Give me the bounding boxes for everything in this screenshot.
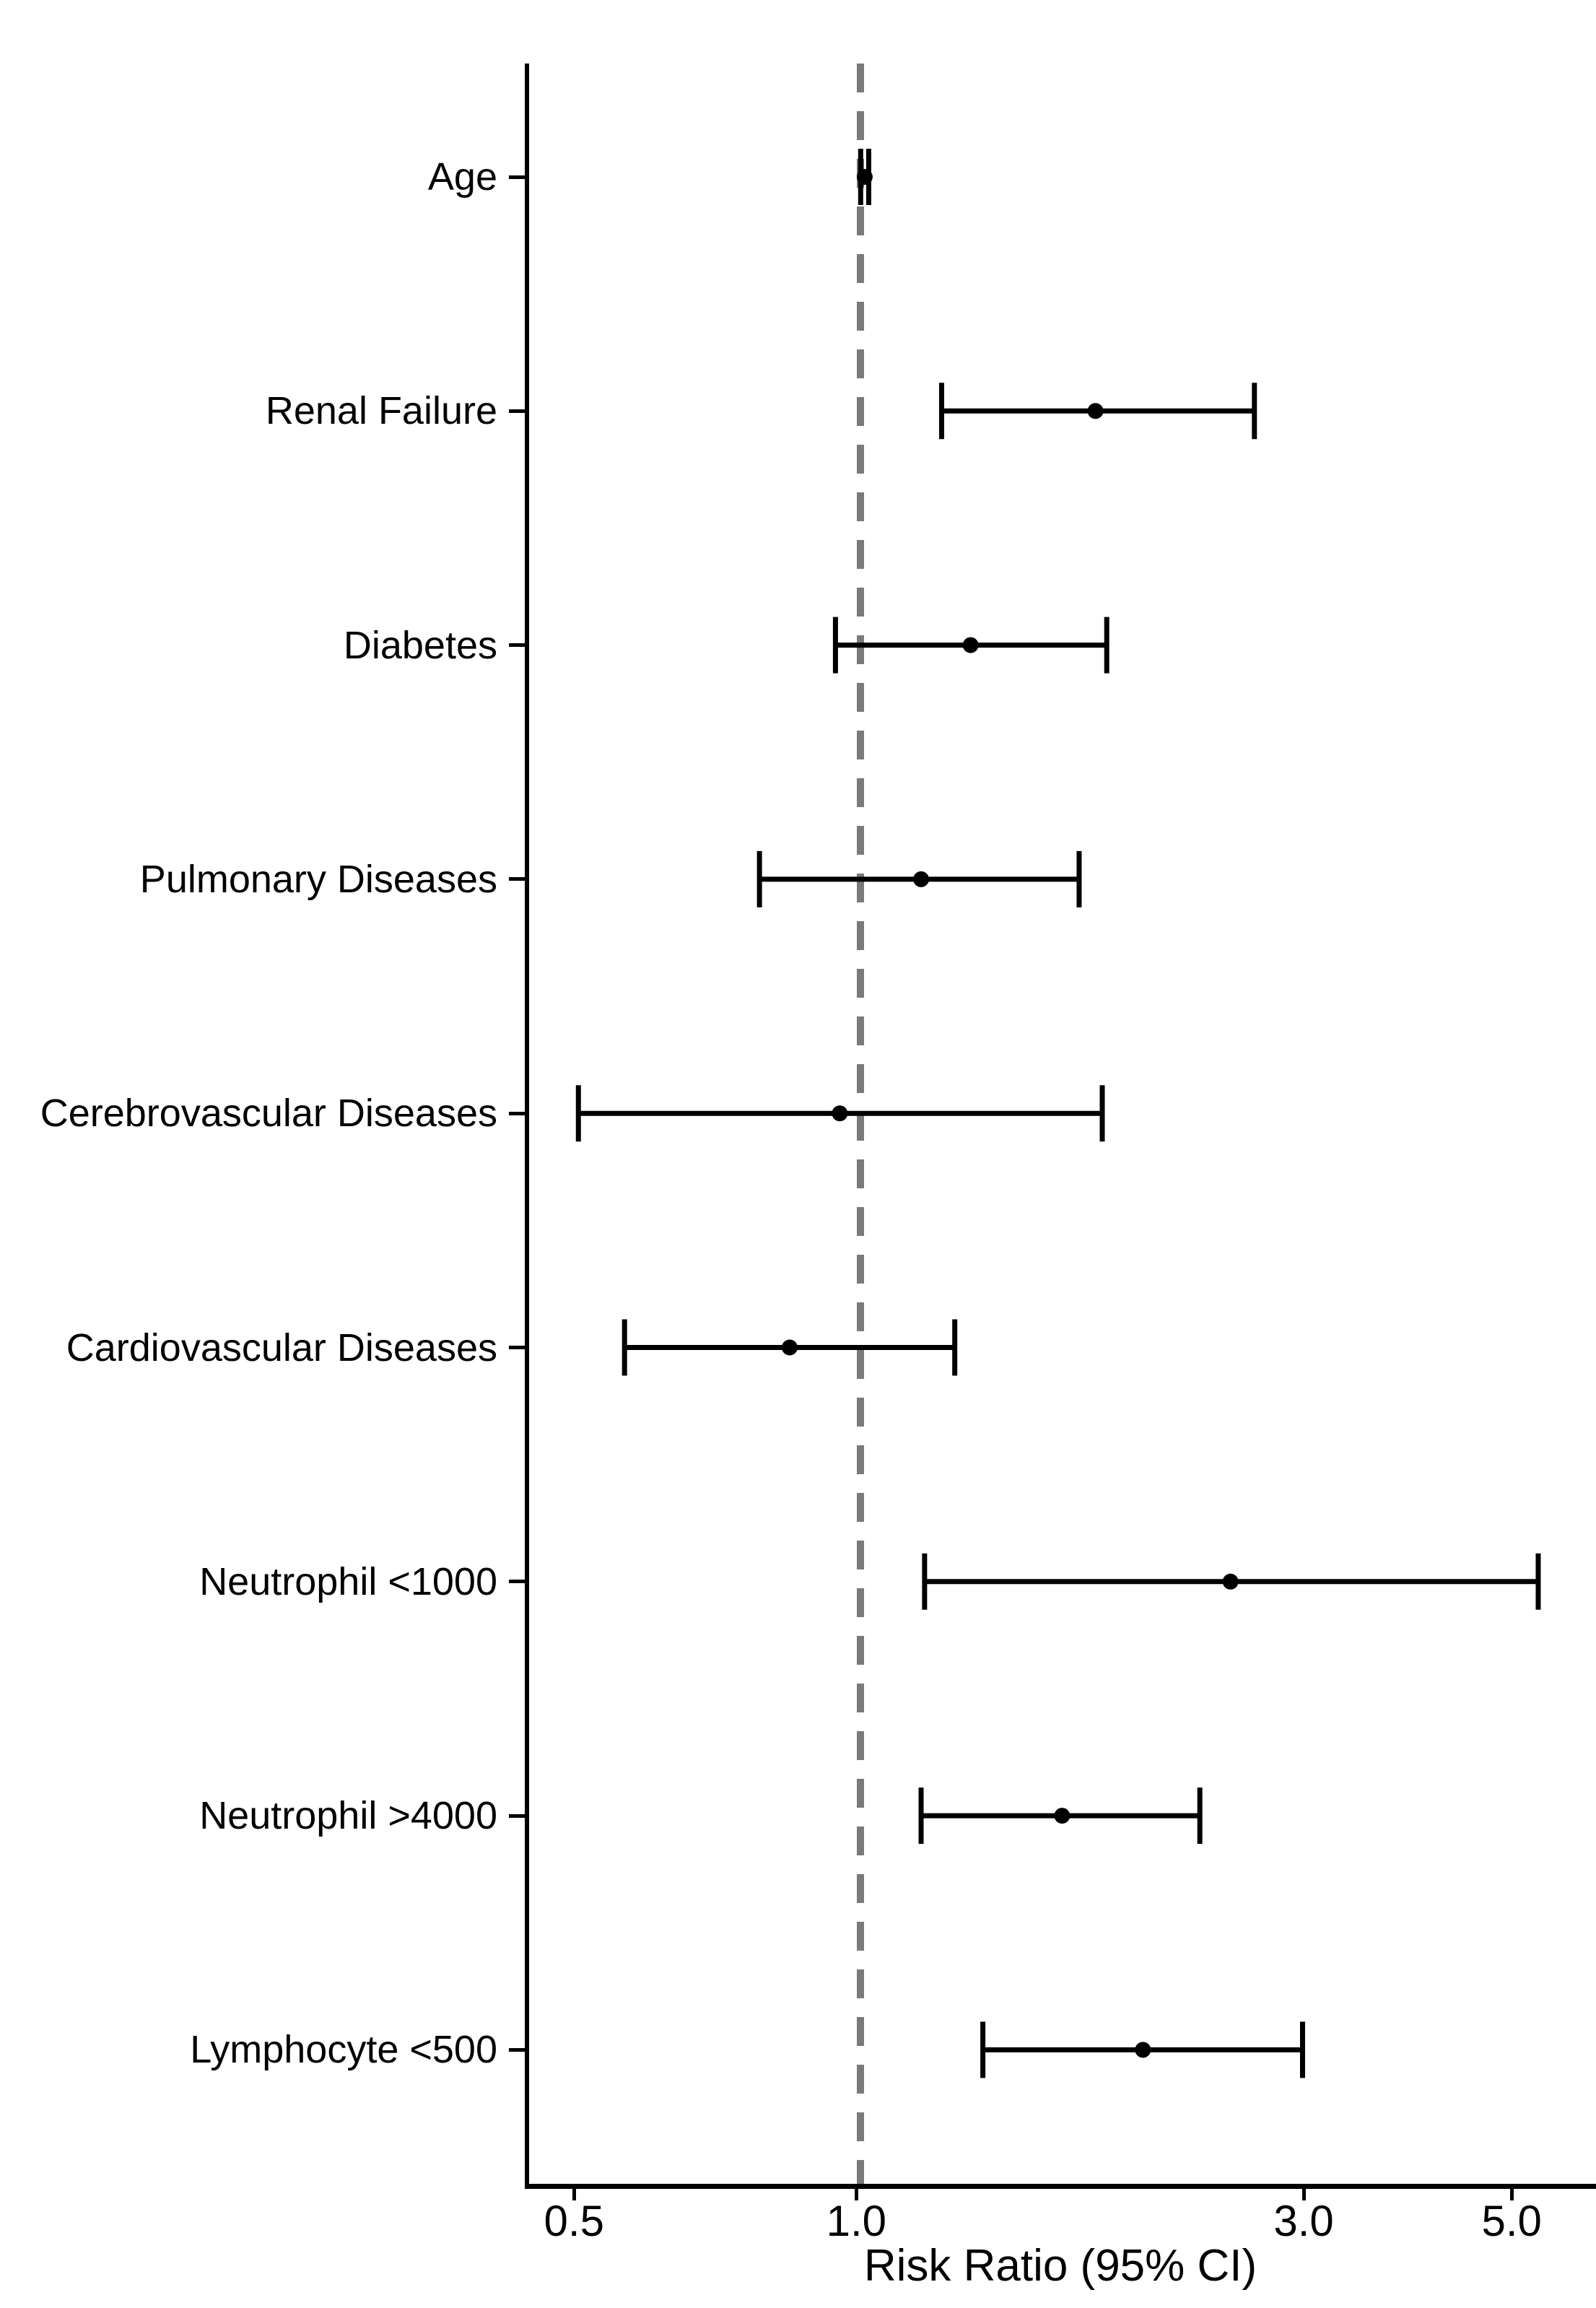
ci-marks-layer	[575, 149, 1541, 2078]
category-label: Diabetes	[343, 623, 497, 667]
y-tick	[509, 1346, 525, 1349]
category-label: Cardiovascular Diseases	[66, 1325, 497, 1369]
point-estimate	[1054, 1808, 1070, 1824]
x-tick	[572, 2189, 576, 2200]
category-label: Age	[427, 155, 497, 199]
category-label: Neutrophil >4000	[199, 1794, 497, 1838]
x-tick-label: 1.0	[826, 2197, 886, 2245]
x-tick-label: 0.5	[544, 2197, 604, 2245]
x-tick	[1301, 2189, 1306, 2200]
category-label: Cerebrovascular Diseases	[40, 1092, 497, 1136]
y-tick	[509, 643, 525, 648]
point-estimate	[1135, 2042, 1151, 2058]
category-label: Pulmonary Diseases	[139, 857, 497, 901]
point-estimate	[1222, 1573, 1239, 1590]
y-tick	[509, 877, 525, 881]
x-tick-label: 5.0	[1481, 2197, 1542, 2245]
point-estimate	[913, 871, 930, 887]
y-tick	[509, 1580, 525, 1584]
reference-line-dashed	[857, 64, 865, 2184]
plot-panel	[525, 64, 1596, 2189]
x-tick-label: 3.0	[1273, 2197, 1334, 2245]
x-axis-title: Risk Ratio (95% CI)	[863, 2241, 1257, 2291]
y-tick	[509, 1111, 525, 1115]
category-label: Neutrophil <1000	[199, 1559, 497, 1603]
y-tick	[509, 1813, 525, 1818]
point-estimate	[962, 637, 979, 653]
point-estimate	[1087, 403, 1104, 419]
y-tick	[509, 409, 525, 413]
point-estimate	[832, 1105, 848, 1122]
y-tick	[509, 175, 525, 179]
y-tick	[509, 2047, 525, 2052]
x-tick	[854, 2189, 858, 2200]
category-label: Renal Failure	[265, 389, 497, 433]
x-tick	[1509, 2189, 1514, 2200]
point-estimate	[856, 169, 873, 185]
category-label: Lymphocyte <500	[190, 2028, 497, 2072]
point-estimate	[781, 1339, 798, 1356]
